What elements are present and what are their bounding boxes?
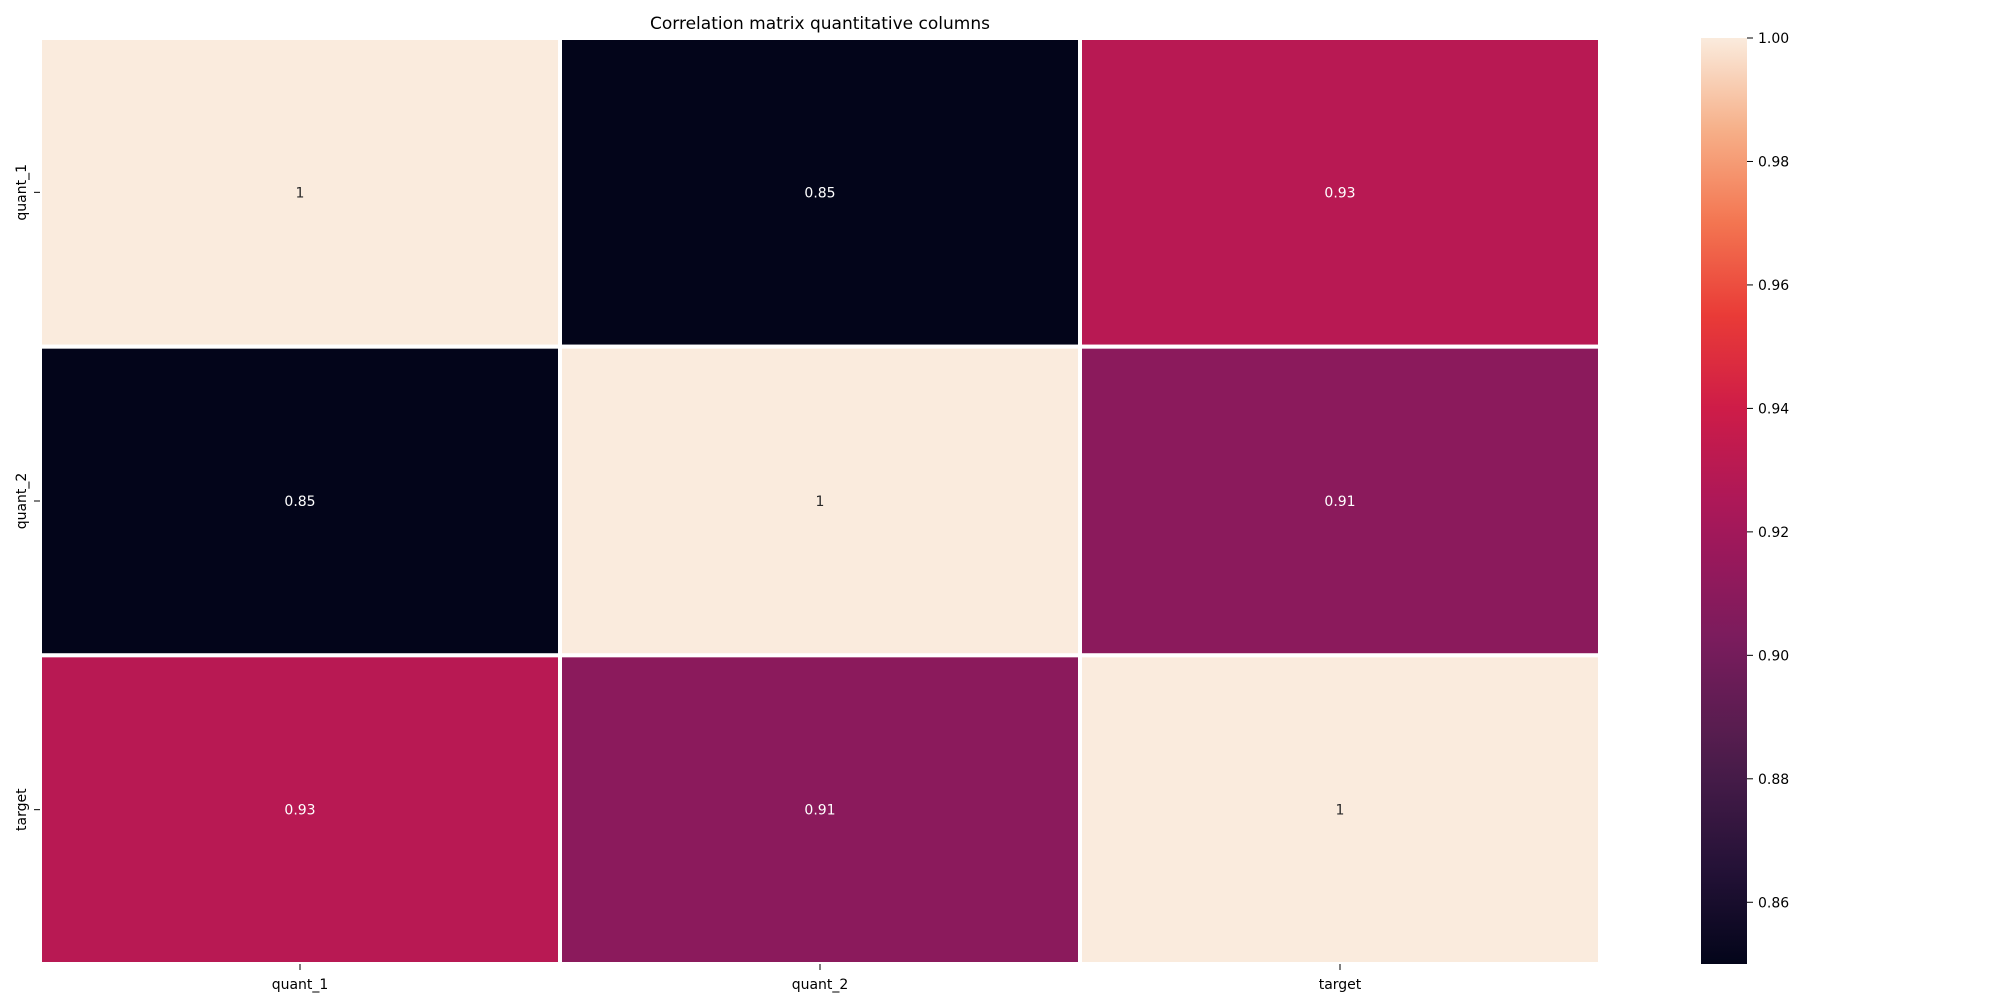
heatmap-cell-target-quant_2 xyxy=(558,653,1082,966)
cell-annotation: 0.93 xyxy=(284,803,315,819)
colorbar-tick-label: 0.94 xyxy=(1758,401,1789,417)
y-tick-label: target xyxy=(14,788,30,831)
cell-annotation: 1 xyxy=(816,494,825,510)
heatmap-cell-quant_1-target xyxy=(1078,36,1602,349)
x-axis: quant_1 quant_2 target xyxy=(272,964,1362,993)
heatmap-cell-quant_2-target xyxy=(1078,344,1602,658)
colorbar-bar xyxy=(1701,38,1747,964)
cell-annotation: 1 xyxy=(1336,803,1345,819)
heatmap-cell-quant_1-quant_1 xyxy=(38,36,562,349)
cell-annotation: 0.91 xyxy=(1324,494,1355,510)
cell-annotation: 0.85 xyxy=(284,494,315,510)
x-tick-label: quant_1 xyxy=(272,977,329,993)
chart-title: Correlation matrix quantitative columns xyxy=(650,14,990,34)
colorbar-ticks: 0.86 0.88 0.90 0.92 0.94 0.96 0.98 1.00 xyxy=(1747,31,1789,911)
colorbar-tick-label: 0.92 xyxy=(1758,525,1789,541)
colorbar-tick-label: 1.00 xyxy=(1758,31,1789,47)
cell-annotation: 0.91 xyxy=(804,803,835,819)
heatmap-cell-quant_2-quant_2 xyxy=(558,344,1082,658)
x-tick-label: target xyxy=(1319,977,1362,993)
y-tick-label: quant_1 xyxy=(14,164,30,221)
colorbar-tick-label: 0.96 xyxy=(1758,278,1789,294)
colorbar-tick-label: 0.86 xyxy=(1758,895,1789,911)
colorbar xyxy=(1701,38,1747,964)
colorbar-tick-label: 0.90 xyxy=(1758,648,1789,664)
colorbar-tick-label: 0.98 xyxy=(1758,154,1789,170)
heatmap-cell-quant_2-quant_1 xyxy=(38,344,562,658)
heatmap-cells: 1 0.85 0.93 0.85 1 0.91 0.93 0.91 1 xyxy=(38,36,1602,966)
cell-annotation: 0.85 xyxy=(804,185,835,201)
y-tick-label: quant_2 xyxy=(14,473,30,530)
heatmap-cell-quant_1-quant_2 xyxy=(558,36,1082,349)
x-tick-label: quant_2 xyxy=(792,977,849,993)
cell-annotation: 0.93 xyxy=(1324,185,1355,201)
colorbar-tick-label: 0.88 xyxy=(1758,772,1789,788)
cell-annotation: 1 xyxy=(296,185,305,201)
